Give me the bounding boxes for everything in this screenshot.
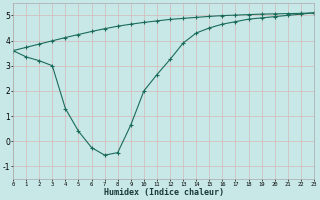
X-axis label: Humidex (Indice chaleur): Humidex (Indice chaleur) <box>103 188 223 197</box>
